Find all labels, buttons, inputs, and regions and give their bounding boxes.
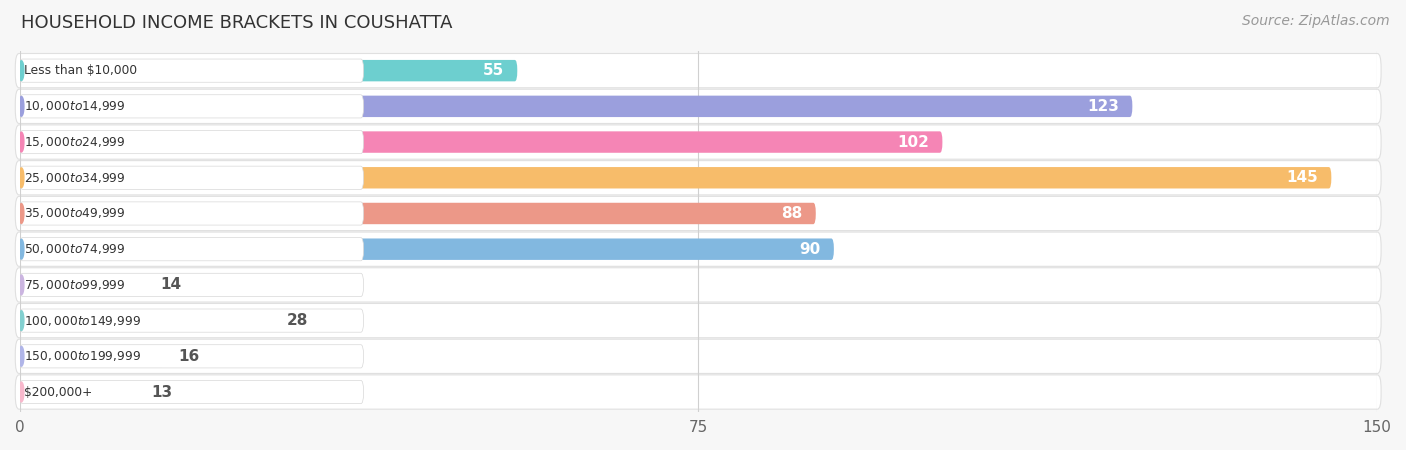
Circle shape	[18, 96, 24, 116]
FancyBboxPatch shape	[15, 303, 1381, 338]
Text: Source: ZipAtlas.com: Source: ZipAtlas.com	[1241, 14, 1389, 27]
FancyBboxPatch shape	[15, 196, 1381, 230]
Text: $100,000 to $149,999: $100,000 to $149,999	[24, 314, 141, 328]
Circle shape	[18, 311, 24, 330]
Text: 55: 55	[482, 63, 503, 78]
Text: $200,000+: $200,000+	[24, 386, 91, 399]
FancyBboxPatch shape	[15, 161, 1381, 195]
Text: 102: 102	[897, 135, 929, 149]
FancyBboxPatch shape	[20, 273, 364, 297]
Circle shape	[18, 239, 24, 259]
Text: 90: 90	[799, 242, 820, 256]
FancyBboxPatch shape	[20, 59, 364, 82]
Text: $50,000 to $74,999: $50,000 to $74,999	[24, 242, 125, 256]
FancyBboxPatch shape	[20, 96, 1132, 117]
Text: 145: 145	[1286, 170, 1317, 185]
FancyBboxPatch shape	[15, 268, 1381, 302]
FancyBboxPatch shape	[20, 345, 364, 368]
Text: $75,000 to $99,999: $75,000 to $99,999	[24, 278, 125, 292]
Circle shape	[18, 382, 24, 402]
FancyBboxPatch shape	[20, 381, 138, 403]
Text: $150,000 to $199,999: $150,000 to $199,999	[24, 349, 141, 363]
Text: HOUSEHOLD INCOME BRACKETS IN COUSHATTA: HOUSEHOLD INCOME BRACKETS IN COUSHATTA	[21, 14, 453, 32]
Text: 88: 88	[780, 206, 803, 221]
Text: 16: 16	[179, 349, 200, 364]
FancyBboxPatch shape	[20, 309, 364, 332]
FancyBboxPatch shape	[20, 274, 146, 296]
FancyBboxPatch shape	[20, 310, 273, 331]
Text: 14: 14	[160, 277, 181, 292]
FancyBboxPatch shape	[15, 232, 1381, 266]
FancyBboxPatch shape	[15, 375, 1381, 409]
FancyBboxPatch shape	[20, 131, 942, 153]
FancyBboxPatch shape	[20, 95, 364, 118]
FancyBboxPatch shape	[15, 339, 1381, 374]
Circle shape	[18, 203, 24, 223]
Text: $15,000 to $24,999: $15,000 to $24,999	[24, 135, 125, 149]
FancyBboxPatch shape	[15, 125, 1381, 159]
Circle shape	[18, 61, 24, 81]
Text: Less than $10,000: Less than $10,000	[24, 64, 136, 77]
FancyBboxPatch shape	[15, 89, 1381, 123]
Circle shape	[18, 275, 24, 295]
FancyBboxPatch shape	[20, 346, 165, 367]
Circle shape	[18, 168, 24, 188]
FancyBboxPatch shape	[20, 380, 364, 404]
Text: 123: 123	[1087, 99, 1119, 114]
FancyBboxPatch shape	[20, 167, 1331, 189]
FancyBboxPatch shape	[20, 60, 517, 81]
Text: $35,000 to $49,999: $35,000 to $49,999	[24, 207, 125, 220]
FancyBboxPatch shape	[20, 130, 364, 153]
Text: 28: 28	[287, 313, 308, 328]
Circle shape	[18, 132, 24, 152]
FancyBboxPatch shape	[20, 203, 815, 224]
Text: 13: 13	[150, 385, 172, 400]
FancyBboxPatch shape	[15, 54, 1381, 88]
FancyBboxPatch shape	[20, 238, 834, 260]
Text: $10,000 to $14,999: $10,000 to $14,999	[24, 99, 125, 113]
Text: $25,000 to $34,999: $25,000 to $34,999	[24, 171, 125, 185]
Circle shape	[18, 346, 24, 366]
FancyBboxPatch shape	[20, 166, 364, 189]
FancyBboxPatch shape	[20, 238, 364, 261]
FancyBboxPatch shape	[20, 202, 364, 225]
